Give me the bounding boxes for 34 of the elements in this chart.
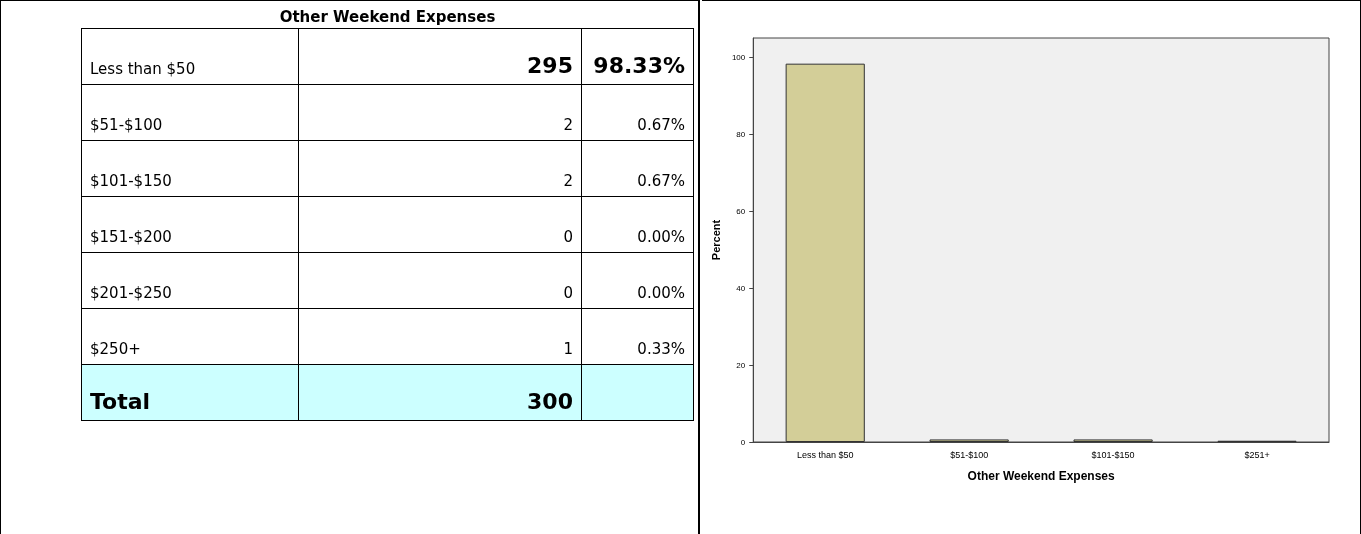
category-label: $250+	[81, 308, 299, 364]
data-label: 0.67%	[581, 84, 694, 140]
category-label: $201-$250	[81, 252, 299, 308]
data-label: 2	[298, 84, 582, 140]
category-label: Less than $50	[81, 28, 299, 84]
data-label: 1	[298, 308, 582, 364]
category-label: $101-$150	[81, 140, 299, 196]
category-label: $51-$100	[81, 84, 299, 140]
y-tick-label: 100	[731, 52, 746, 62]
x-tick-label: Less than $50	[796, 449, 854, 460]
y-tick-label: 80	[736, 129, 746, 139]
text: Other Weekend Expenses	[278, 6, 497, 28]
category-label: $151-$200	[81, 196, 299, 252]
data-label: 0.33%	[581, 308, 694, 364]
y-tick-label: 60	[736, 206, 746, 216]
bar	[785, 63, 865, 442]
y-tick-label: 0	[740, 437, 746, 447]
y-tick-label: 20	[736, 360, 746, 370]
category-label: Total	[81, 364, 299, 420]
x-tick-label: $51-$100	[950, 449, 989, 460]
x-tick-label: $251+	[1244, 449, 1270, 460]
data-label: 0.67%	[581, 140, 694, 196]
data-label: 98.33%	[581, 28, 694, 84]
data-label: 0	[298, 252, 582, 308]
data-label: 0.00%	[581, 252, 694, 308]
data-label: 0.00%	[581, 196, 694, 252]
data-label: 2	[298, 140, 582, 196]
data-label: 0	[298, 196, 582, 252]
x-tick-label: $101-$150	[1091, 449, 1135, 460]
x-axis-title: Other Weekend Expenses	[967, 469, 1116, 483]
data-label: 300	[298, 364, 582, 420]
y-axis-title: Percent	[709, 219, 722, 261]
data-label: 295	[298, 28, 582, 84]
y-tick-label: 40	[736, 283, 746, 293]
